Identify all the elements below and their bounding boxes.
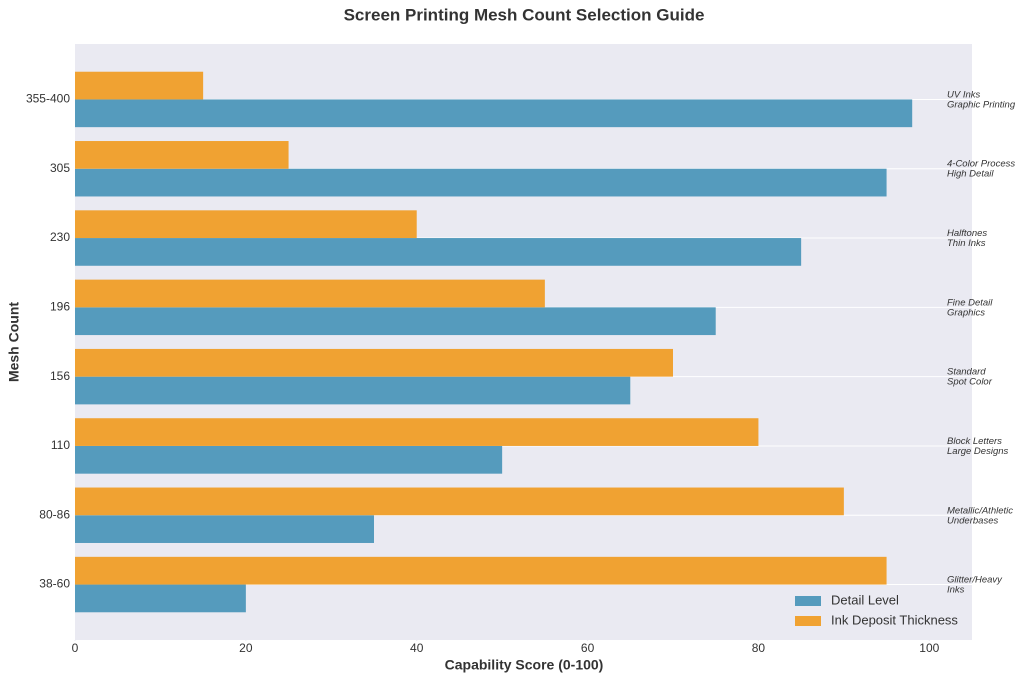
x-tick-label: 0 bbox=[72, 641, 79, 655]
bar bbox=[75, 168, 887, 197]
annotation-line: Metallic/Athletic bbox=[947, 505, 1013, 516]
y-tick-label: 156 bbox=[50, 369, 70, 383]
y-tick-label: 196 bbox=[50, 300, 70, 314]
x-tick-label: 100 bbox=[919, 641, 939, 655]
annotation: Block Letters Large Designs bbox=[947, 435, 1009, 456]
y-tick-label: 80-86 bbox=[39, 507, 70, 521]
x-tick-label: 40 bbox=[410, 641, 424, 655]
bar bbox=[75, 279, 545, 308]
annotation-line: Spot Color bbox=[947, 376, 993, 387]
bar bbox=[75, 238, 802, 266]
y-tick-label: 355-400 bbox=[26, 92, 70, 106]
bar bbox=[75, 376, 631, 405]
y-tick-label: 110 bbox=[51, 438, 70, 452]
x-tick-label: 80 bbox=[752, 641, 766, 655]
annotation-line: Block Letters bbox=[947, 435, 1002, 446]
y-axis-label: Mesh Count bbox=[6, 302, 22, 382]
annotation-line: UV Inks bbox=[947, 89, 981, 100]
bar bbox=[75, 141, 289, 169]
bar bbox=[75, 210, 417, 239]
annotation-line: Underbases bbox=[947, 515, 998, 526]
annotation-line: Graphic Printing bbox=[947, 99, 1016, 110]
bar bbox=[75, 584, 246, 613]
annotation-line: Graphics bbox=[947, 307, 985, 318]
annotation-line: Glitter/Heavy bbox=[947, 574, 1003, 585]
x-tick-label: 60 bbox=[581, 641, 595, 655]
annotation: Standard Spot Color bbox=[947, 366, 993, 387]
annotation-line: Large Designs bbox=[947, 445, 1009, 456]
y-tick-label: 230 bbox=[50, 230, 70, 244]
y-tick-label: 305 bbox=[50, 161, 70, 175]
legend-label: Ink Deposit Thickness bbox=[831, 612, 958, 627]
bar bbox=[75, 487, 844, 516]
annotation-line: 4-Color Process bbox=[947, 158, 1015, 169]
y-tick-label: 38-60 bbox=[39, 577, 70, 591]
legend-swatch bbox=[795, 596, 821, 606]
plot-background bbox=[75, 44, 972, 640]
annotation: UV Inks Graphic Printing bbox=[947, 89, 1016, 110]
annotation: Halftones Thin Inks bbox=[947, 228, 987, 249]
bar bbox=[75, 71, 204, 100]
annotation-line: Thin Inks bbox=[947, 238, 986, 249]
annotation-line: Standard bbox=[947, 366, 986, 377]
bar bbox=[75, 556, 887, 585]
annotation: 4-Color Process High Detail bbox=[947, 158, 1015, 179]
bar bbox=[75, 445, 503, 474]
annotation: Glitter/Heavy Inks bbox=[947, 574, 1003, 595]
annotation-line: Inks bbox=[947, 584, 965, 595]
bar bbox=[75, 348, 673, 377]
bar bbox=[75, 418, 759, 446]
annotation-line: Halftones bbox=[947, 228, 987, 239]
bar bbox=[75, 99, 913, 128]
x-tick-label: 20 bbox=[239, 641, 253, 655]
bar bbox=[75, 515, 374, 543]
legend-label: Detail Level bbox=[831, 592, 899, 607]
annotation: Metallic/Athletic Underbases bbox=[947, 505, 1013, 526]
legend-swatch bbox=[795, 616, 821, 626]
bar bbox=[75, 307, 716, 336]
annotation-line: High Detail bbox=[947, 168, 994, 179]
annotation: Fine Detail Graphics bbox=[947, 297, 993, 318]
annotation-line: Fine Detail bbox=[947, 297, 993, 308]
chart-title: Screen Printing Mesh Count Selection Gui… bbox=[344, 5, 705, 24]
x-axis-label: Capability Score (0-100) bbox=[445, 657, 604, 673]
